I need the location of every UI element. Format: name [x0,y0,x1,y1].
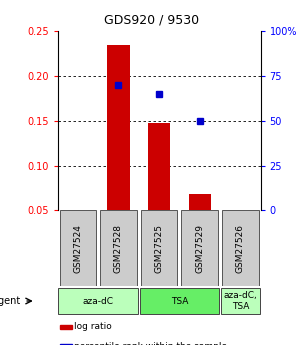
Text: agent: agent [0,296,20,306]
Bar [100,210,137,286]
Bar [107,45,130,210]
Text: GSM27528: GSM27528 [114,224,123,273]
Text: aza-dC,
TSA: aza-dC, TSA [223,291,257,311]
Bar [60,344,72,345]
Text: GSM27529: GSM27529 [195,224,204,273]
Text: percentile rank within the sample: percentile rank within the sample [74,342,227,345]
Bar [222,210,258,286]
Text: GDS920 / 9530: GDS920 / 9530 [104,13,199,27]
Text: aza-dC: aza-dC [83,296,114,306]
Bar [148,122,170,210]
Bar [181,210,218,286]
Text: GSM27524: GSM27524 [73,224,82,273]
Bar [60,210,96,286]
Text: GSM27525: GSM27525 [155,224,164,273]
Text: TSA: TSA [171,296,188,306]
Bar [141,210,177,286]
Bar [188,194,211,210]
Bar [60,325,72,329]
Text: GSM27526: GSM27526 [236,224,245,273]
Text: log ratio: log ratio [74,322,112,331]
